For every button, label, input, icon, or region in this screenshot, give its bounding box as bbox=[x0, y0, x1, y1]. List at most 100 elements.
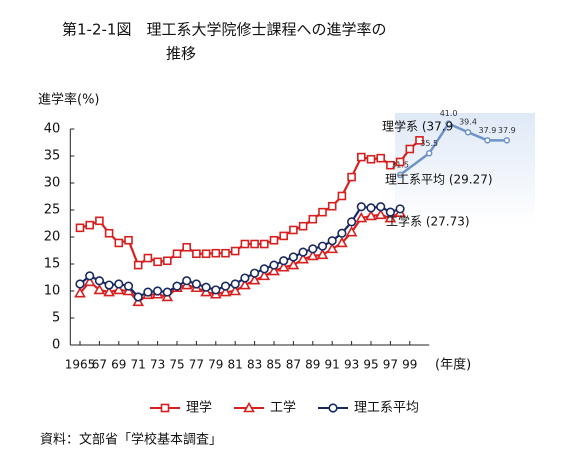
data-point bbox=[365, 209, 377, 221]
data-point bbox=[230, 246, 240, 256]
data-point bbox=[279, 256, 289, 266]
inset-point bbox=[445, 120, 452, 127]
x-tick-label: 97 bbox=[383, 358, 398, 372]
source: 資料：文部省「学校基本調査」 bbox=[40, 432, 222, 448]
y-tick-label: 5 bbox=[52, 311, 60, 326]
inset-point bbox=[484, 137, 491, 144]
data-point bbox=[229, 284, 242, 296]
legend-marker bbox=[160, 403, 170, 413]
data-point bbox=[248, 274, 261, 285]
data-point bbox=[85, 271, 95, 281]
data-point bbox=[405, 144, 415, 154]
x-tick-label: 83 bbox=[247, 358, 262, 372]
y-tick-label: 15 bbox=[44, 257, 61, 272]
chart-title-line2: 推移 bbox=[166, 45, 196, 63]
annotation: 理学系 (37.9 bbox=[382, 119, 453, 134]
x-tick-label: 81 bbox=[228, 358, 243, 372]
y-tick-label: 30 bbox=[44, 176, 61, 191]
data-point bbox=[75, 279, 85, 289]
x-tick-label: 79 bbox=[208, 358, 223, 372]
data-point bbox=[211, 285, 221, 295]
x-tick-label: 67 bbox=[92, 358, 107, 372]
legend-label: 理工系平均 bbox=[354, 401, 419, 416]
data-point bbox=[124, 235, 133, 245]
data-point bbox=[182, 242, 191, 252]
data-point bbox=[355, 211, 368, 223]
data-point bbox=[104, 280, 114, 290]
annotation: 理工系平均 (29.27) bbox=[385, 173, 493, 187]
data-point bbox=[336, 236, 348, 248]
inset-value-label: 37.9 bbox=[478, 126, 496, 135]
data-point bbox=[153, 257, 162, 267]
data-point bbox=[95, 216, 104, 226]
inset-value-label: 31.5 bbox=[391, 160, 409, 169]
legend-label: 理学 bbox=[186, 400, 212, 416]
data-point bbox=[83, 275, 96, 287]
data-point bbox=[250, 268, 260, 278]
data-point bbox=[347, 172, 356, 182]
y-tick-label: 0 bbox=[52, 338, 60, 353]
data-point bbox=[356, 202, 366, 212]
data-point bbox=[298, 221, 308, 231]
x-tick-label: 85 bbox=[266, 358, 281, 372]
x-tick-label: 99 bbox=[402, 358, 417, 372]
data-point bbox=[192, 249, 201, 259]
inset-point bbox=[464, 128, 472, 136]
data-point bbox=[327, 236, 337, 246]
y-tick-label: 35 bbox=[44, 149, 61, 164]
data-point bbox=[143, 287, 153, 297]
data-point bbox=[366, 203, 376, 213]
data-point bbox=[182, 276, 192, 286]
data-point bbox=[133, 260, 143, 270]
data-point bbox=[94, 276, 104, 286]
x-tick-label: 91 bbox=[325, 358, 340, 372]
data-point bbox=[104, 228, 114, 238]
data-point bbox=[220, 281, 231, 291]
inset-point bbox=[425, 150, 433, 157]
data-point bbox=[376, 202, 386, 212]
data-point bbox=[85, 220, 94, 230]
data-point bbox=[163, 256, 172, 266]
annotation: 工学系 (27.73) bbox=[386, 214, 470, 229]
data-point bbox=[75, 223, 85, 233]
x-tick-label: 73 bbox=[150, 358, 165, 372]
data-point bbox=[268, 264, 280, 276]
data-point bbox=[287, 258, 300, 270]
data-point bbox=[374, 208, 387, 220]
inset-value-label: 39.4 bbox=[459, 118, 477, 127]
y-axis-label: 進学率(%) bbox=[38, 92, 100, 108]
data-point bbox=[326, 242, 339, 254]
data-point bbox=[240, 273, 250, 283]
data-point bbox=[306, 249, 319, 261]
data-point bbox=[376, 153, 386, 163]
data-point bbox=[288, 252, 299, 262]
data-point bbox=[250, 239, 259, 249]
data-point bbox=[114, 238, 124, 248]
data-point bbox=[277, 261, 290, 272]
series-line bbox=[79, 205, 401, 299]
data-point bbox=[74, 287, 86, 298]
data-point bbox=[327, 201, 337, 211]
data-point bbox=[103, 285, 115, 297]
data-point bbox=[221, 248, 230, 258]
data-point bbox=[297, 253, 309, 264]
data-point bbox=[384, 211, 397, 223]
data-point bbox=[318, 207, 327, 217]
x-tick-label: 75 bbox=[169, 358, 184, 372]
inset-value-label: 37.9 bbox=[498, 126, 516, 135]
x-axis-label: (年度) bbox=[435, 357, 471, 373]
data-point bbox=[298, 247, 308, 257]
x-tick-label: 77 bbox=[189, 358, 204, 372]
data-point bbox=[259, 264, 269, 274]
data-point bbox=[289, 225, 298, 235]
y-tick-label: 40 bbox=[44, 122, 61, 137]
data-point bbox=[201, 282, 211, 292]
x-tick-label: 89 bbox=[305, 358, 320, 372]
y-tick-label: 10 bbox=[44, 284, 61, 299]
inset-point bbox=[503, 137, 511, 144]
data-point bbox=[316, 248, 329, 260]
data-point bbox=[356, 152, 366, 162]
data-point bbox=[415, 136, 424, 145]
x-tick-label: 87 bbox=[286, 358, 301, 372]
data-point bbox=[386, 160, 395, 170]
